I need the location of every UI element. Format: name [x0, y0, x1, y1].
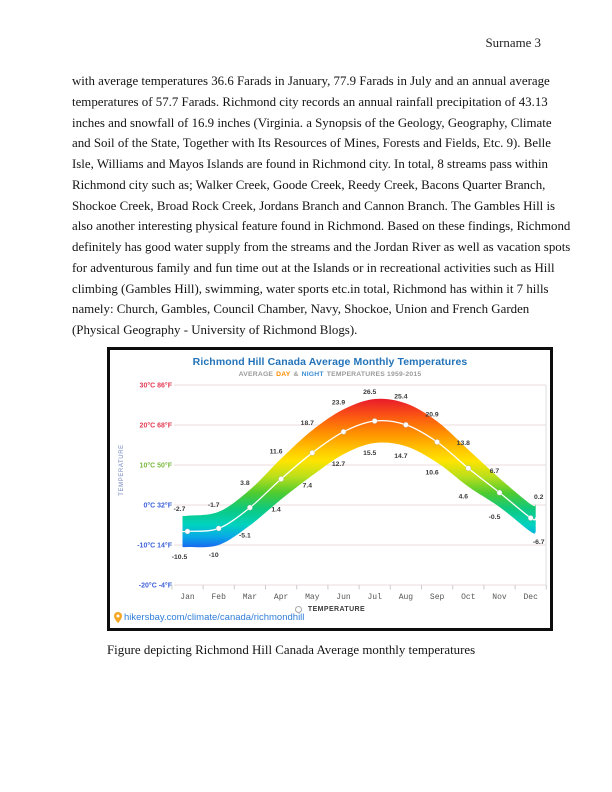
text-line: (Physical Geography - University of Rich…	[72, 323, 358, 337]
day-value-label: 6.7	[490, 468, 500, 475]
text-line: with average temperatures 36.6 Farads in…	[72, 74, 550, 88]
subtitle-day: DAY	[276, 371, 291, 378]
text-line: definitely has good water supply from th…	[72, 240, 571, 254]
night-value-label: -5.1	[239, 532, 251, 539]
day-value-label: 20.9	[425, 411, 438, 418]
body-paragraph: with average temperatures 36.6 Farads in…	[72, 71, 571, 341]
data-point-marker	[215, 525, 222, 532]
night-value-label: -10.5	[172, 554, 188, 561]
text-line: Isle, Williams and Mayos Islands are fou…	[72, 157, 549, 171]
text-line: namely: Church, Gambles, Council Chamber…	[72, 302, 530, 317]
month-label: Nov	[492, 593, 507, 602]
day-value-label: -1.7	[208, 502, 220, 509]
subtitle-night: NIGHT	[301, 371, 324, 378]
night-value-label: -6.7	[533, 539, 545, 546]
map-pin-icon	[114, 612, 122, 623]
night-value-label: 10.6	[425, 470, 438, 477]
month-label: May	[305, 593, 320, 602]
average-line	[182, 419, 537, 533]
month-label: Dec	[523, 593, 538, 602]
data-point-marker	[402, 421, 409, 428]
y-tick-label: 30°C 86°F	[140, 382, 173, 390]
day-value-label: 3.8	[240, 480, 250, 487]
night-value-label: 14.7	[394, 453, 407, 460]
figure-caption: Figure depicting Richmond Hill Canada Av…	[107, 643, 476, 657]
legend-marker-icon	[294, 606, 302, 613]
day-value-label: 26.5	[363, 389, 376, 396]
data-point-marker	[340, 428, 347, 435]
month-label: Jun	[336, 593, 351, 602]
text-line: inches and snowfall of 16.9 inches (Virg…	[72, 115, 552, 130]
data-point-marker	[278, 476, 284, 482]
night-value-label: 15.5	[363, 450, 376, 457]
night-value-label: 12.7	[332, 461, 345, 468]
y-tick-label: 0°C 32°F	[143, 502, 172, 510]
y-axis-title: TEMPERATURE	[119, 444, 125, 496]
legend-label: TEMPERATURE	[307, 606, 366, 613]
data-point-marker	[246, 504, 253, 511]
month-label: Apr	[274, 593, 289, 602]
data-point-marker	[184, 528, 191, 535]
text-line: temperatures of 57.7 Farads. Richmond ci…	[72, 94, 548, 109]
data-point-marker	[371, 418, 378, 424]
temperature-chart: 30°C 86°F 20°C 68°F 10°C 50°F 0°C 32°F -10°C…	[119, 382, 547, 602]
text-line: climbing (Gambles Hill), swimming, water…	[72, 281, 549, 296]
subtitle-amp: &	[293, 371, 299, 378]
day-value-label: 23.9	[332, 399, 345, 406]
month-label: Sep	[430, 593, 445, 602]
data-point-marker	[465, 465, 472, 472]
subtitle-prefix: AVERAGE	[238, 371, 274, 378]
day-value-label: 0.2	[534, 494, 544, 501]
day-value-label: 25.4	[394, 393, 407, 400]
figure-chart: 30°C 86°F 20°C 68°F 10°C 50°F 0°C 32°F -10°C…	[107, 347, 553, 631]
page-header-surname: Surname 3	[485, 36, 542, 50]
text-line: Shockoe Creek, Broad Rock Creek, Jordans…	[72, 198, 556, 213]
source-link-text: hikersbay.com/climate/canada/richmondhil…	[124, 612, 305, 623]
night-value-label: -10	[209, 552, 219, 559]
day-value-label: 18.7	[301, 420, 314, 427]
night-value-label: 4.6	[459, 494, 469, 501]
month-label: Jan	[180, 593, 195, 602]
month-label: Mar	[243, 593, 258, 602]
day-value-label: 11.6	[270, 449, 283, 456]
chart-title: Richmond Hill Canada Average Monthly Tem…	[192, 356, 468, 368]
y-tick-label: -20°C -4°F	[139, 582, 173, 590]
day-value-label: 13.8	[457, 440, 470, 447]
data-point-marker	[309, 449, 316, 456]
subtitle-suffix: TEMPERATURES 1959-2015	[326, 371, 422, 378]
text-line: Richmond city such as; Walker Creek, Goo…	[72, 177, 546, 192]
night-value-label: 1.4	[271, 506, 281, 513]
chart-legend: TEMPERATURE	[110, 606, 550, 613]
data-point-marker	[496, 489, 503, 496]
night-value-label: 7.4	[303, 482, 313, 489]
text-line: also another interesting physical featur…	[72, 219, 571, 234]
y-tick-label: 20°C 68°F	[140, 422, 173, 430]
month-label: Feb	[211, 593, 226, 602]
chart-subtitle: AVERAGE DAY & NIGHT TEMPERATURES 1959-2015	[110, 371, 550, 378]
month-label: Oct	[461, 593, 475, 602]
text-line: for adventurous family and fun time out …	[72, 260, 555, 275]
data-point-marker	[434, 439, 440, 445]
day-value-label: -2.7	[174, 506, 186, 513]
y-tick-label: 10°C 50°F	[140, 462, 173, 470]
source-link[interactable]: hikersbay.com/climate/canada/richmondhil…	[114, 612, 304, 623]
month-label: Aug	[399, 593, 414, 602]
temperature-band	[182, 398, 536, 548]
data-point-marker	[527, 515, 534, 521]
y-tick-label: -10°C 14°F	[137, 542, 173, 550]
night-value-label: -0.5	[489, 514, 501, 521]
month-label: Jul	[367, 593, 382, 602]
text-line: and Soil of the State, Together with Its…	[72, 136, 551, 151]
